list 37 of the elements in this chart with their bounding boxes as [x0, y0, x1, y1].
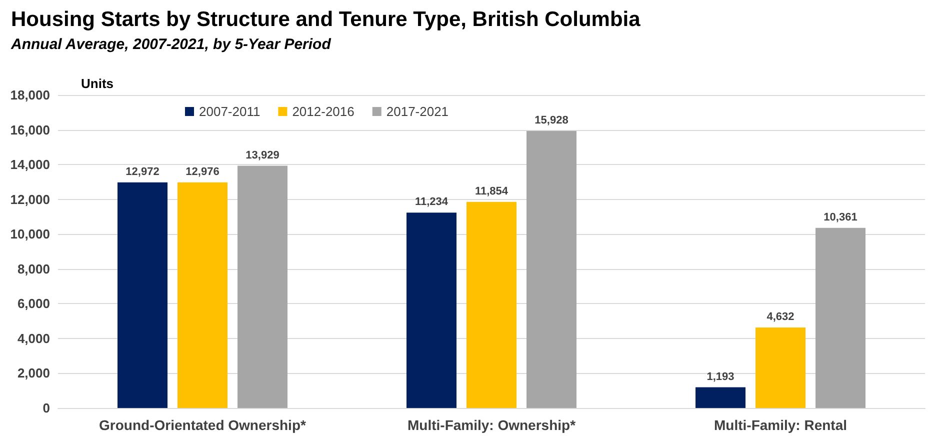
legend-label: 2017-2021 [386, 104, 449, 119]
data-label: 4,632 [766, 310, 794, 323]
bar [178, 182, 228, 408]
data-label: 12,976 [186, 166, 220, 178]
y-tick-label: 4,000 [17, 330, 50, 346]
bar [466, 202, 516, 408]
chart-subtitle: Annual Average, 2007-2021, by 5-Year Period [10, 36, 332, 53]
data-label: 11,854 [474, 185, 509, 198]
bar [816, 228, 866, 408]
bar [118, 182, 168, 408]
y-tick-label: 16,000 [10, 122, 50, 138]
x-tick-label: Ground-Orientated Ownership* [99, 417, 306, 433]
y-tick-label: 18,000 [10, 88, 50, 102]
y-tick-label: 0 [42, 400, 50, 416]
bar [406, 212, 456, 408]
bar [238, 166, 288, 408]
y-tick-label: 12,000 [10, 192, 50, 207]
y-axis-title: Units [81, 76, 114, 91]
y-tick-label: 10,000 [10, 226, 50, 242]
data-label: 13,929 [246, 149, 280, 162]
x-tick-label: Multi-Family: Ownership* [407, 417, 576, 433]
data-label: 1,193 [706, 370, 734, 383]
bar [526, 131, 576, 408]
legend-label: 2012-2016 [292, 104, 354, 119]
y-tick-label: 14,000 [10, 157, 50, 172]
legend-label: 2007-2011 [199, 104, 260, 119]
data-label: 12,972 [126, 166, 160, 178]
chart-title: Housing Starts by Structure and Tenure Type, British Columbia [11, 8, 641, 31]
x-tick-label: Multi-Family: Rental [714, 417, 848, 433]
bar [696, 387, 746, 408]
data-label: 11,234 [414, 196, 449, 208]
data-label: 15,928 [534, 114, 568, 127]
data-label: 10,361 [824, 211, 858, 224]
bar [756, 327, 806, 408]
y-tick-label: 6,000 [17, 296, 50, 312]
y-tick-label: 2,000 [17, 366, 50, 381]
y-tick-label: 8,000 [17, 261, 50, 276]
